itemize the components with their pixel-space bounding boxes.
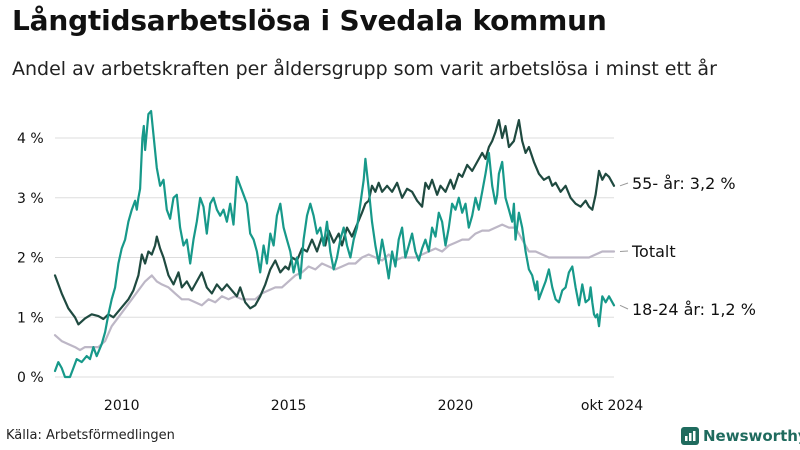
series-line-totalt (53, 223, 616, 352)
tick-and-series-labels: 0 % 1 % 2 % 3 % 4 % 2010 2015 2020 okt 2024 55- å… (17, 131, 756, 414)
y-tick-label: 2 % (17, 251, 44, 267)
x-tick-label: 2015 (271, 398, 307, 414)
newsworthy-icon (681, 427, 699, 445)
series-line-55-r (53, 119, 616, 326)
chart-title: Långtidsarbetslösa i Svedala kommun (12, 4, 607, 37)
series-end-label: 18-24 år: 1,2 % (632, 300, 756, 319)
gridlines (55, 137, 614, 378)
y-tick-label: 4 % (17, 131, 44, 147)
series-end-label: Totalt (631, 242, 676, 261)
series-end-label: 55- år: 3,2 % (632, 174, 736, 193)
y-tick-label: 1 % (17, 310, 44, 326)
source-note: Källa: Arbetsförmedlingen (6, 428, 175, 443)
series-lines (53, 110, 616, 379)
brand-logo: Newsworthy (681, 427, 800, 445)
end-label-connector (619, 182, 629, 187)
x-tick-label: 2010 (104, 398, 140, 414)
x-tick-label: 2020 (438, 398, 474, 414)
chart-subtitle: Andel av arbetskraften per åldersgrupp s… (12, 58, 717, 80)
end-label-connector (619, 304, 629, 310)
x-tick-label: okt 2024 (581, 398, 643, 414)
end-label-connector (619, 250, 629, 253)
series-line-18-24-r (53, 110, 616, 379)
y-tick-label: 3 % (17, 191, 44, 207)
brand-name: Newsworthy (703, 427, 800, 445)
y-tick-label: 0 % (17, 370, 44, 386)
